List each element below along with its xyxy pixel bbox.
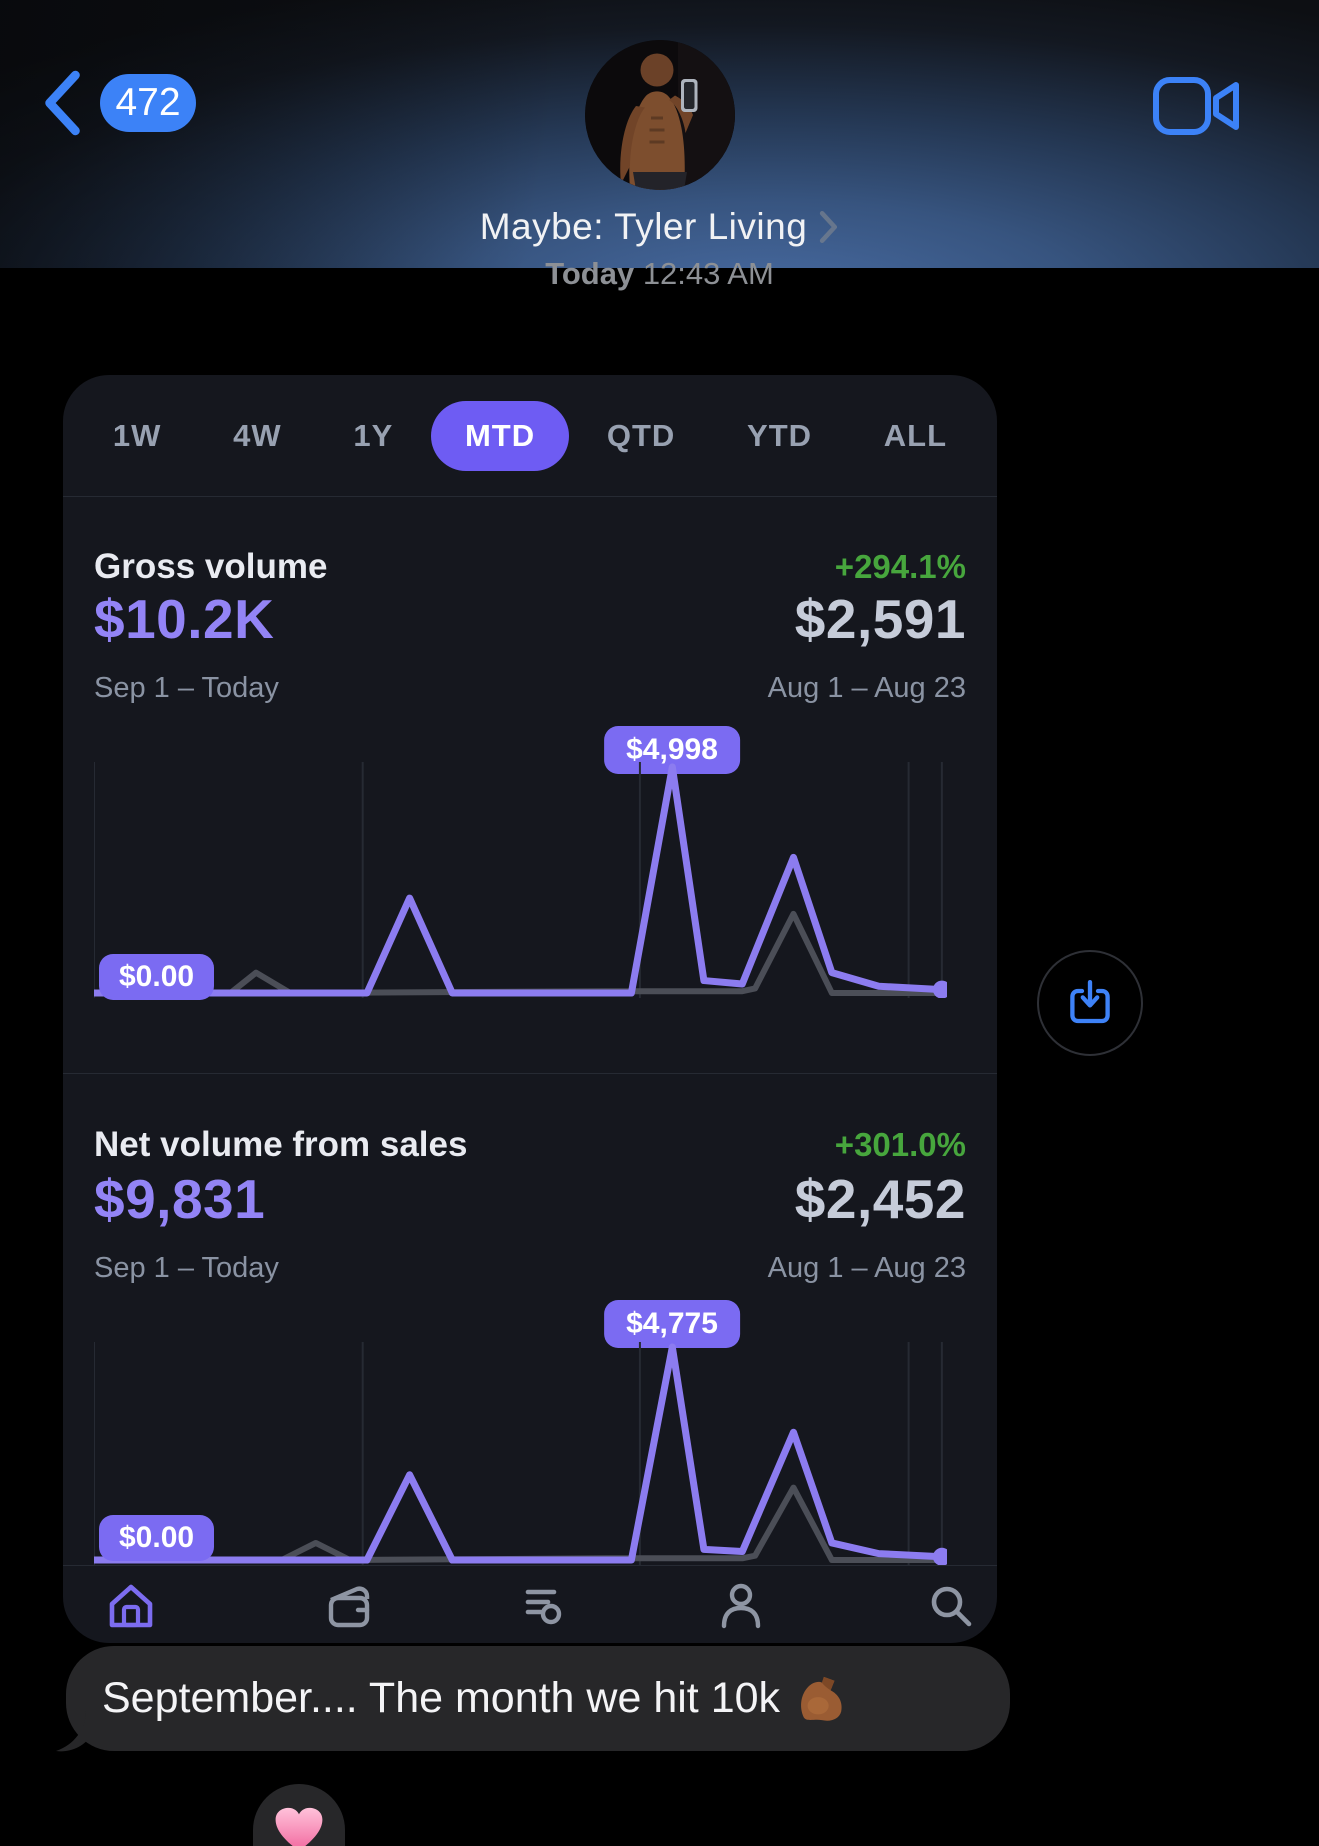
tab-all: ALL (883, 417, 948, 453)
gross-volume-values: $10.2K $2,591 (94, 587, 966, 651)
current-value: $9,831 (94, 1168, 266, 1230)
chevron-left-icon (45, 70, 80, 136)
net-volume-ranges: Sep 1 – Today Aug 1 – Aug 23 (94, 1252, 966, 1285)
bubble-tail (56, 1711, 92, 1752)
gross-volume-chart (94, 762, 947, 998)
net-volume-values: $9,831 $2,452 (94, 1167, 966, 1231)
zero-value-badge: $0.00 (99, 1515, 215, 1561)
chevron-right-icon (820, 211, 838, 243)
search-icon (931, 1586, 972, 1627)
gross-volume-ranges: Sep 1 – Today Aug 1 – Aug 23 (94, 672, 966, 705)
zero-value-badge: $0.00 (99, 954, 215, 1000)
contact-name: Maybe: Tyler Living (479, 206, 808, 247)
section-divider (63, 1073, 997, 1074)
previous-range: Aug 1 – Aug 23 (767, 1252, 966, 1284)
previous-value: $2,591 (794, 588, 966, 650)
message-bubble[interactable]: September.... The month we hit 10k (56, 1646, 1010, 1752)
video-camera-icon (1153, 77, 1239, 135)
save-attachment-button[interactable] (1037, 950, 1143, 1056)
tab-qtd: QTD (606, 417, 676, 453)
download-icon (1070, 980, 1110, 1024)
profile-icon (721, 1583, 761, 1629)
contact-info[interactable]: Maybe: Tyler Living (0, 0, 1319, 248)
shared-dashboard-image[interactable]: 1W 4W 1Y MTD QTD YTD ALL Gross volume +2… (63, 375, 997, 1643)
current-value: $10.2K (94, 588, 275, 650)
tab-ytd: YTD (747, 417, 813, 453)
current-range: Sep 1 – Today (94, 1252, 279, 1284)
conversation-header: 472 (0, 0, 1319, 268)
net-volume-chart (94, 1342, 947, 1565)
peak-value-badge: $4,775 (604, 1300, 740, 1348)
section-title: Net volume from sales (94, 1125, 468, 1164)
avatar (584, 40, 735, 190)
wallet-icon (328, 1586, 370, 1628)
tab-mtd: MTD (430, 400, 570, 471)
timestamp: Today 12:43 AM (545, 256, 774, 291)
current-range: Sep 1 – Today (94, 672, 279, 704)
gross-volume-header: Gross volume +294.1% (94, 547, 966, 587)
transactions-icon (525, 1589, 562, 1625)
percent-change: +301.0% (834, 1126, 966, 1163)
tab-1y: 1Y (353, 417, 394, 453)
percent-change: +294.1% (834, 548, 966, 585)
back-button[interactable]: 472 (40, 70, 196, 136)
app-bottom-nav (63, 1566, 997, 1643)
previous-range: Aug 1 – Aug 23 (767, 672, 966, 704)
period-tab-bar: 1W 4W 1Y MTD QTD YTD ALL (63, 375, 997, 497)
nav-divider (63, 1565, 997, 1566)
home-icon (109, 1584, 153, 1628)
tab-1w: 1W (112, 417, 162, 453)
message-text: September.... The month we hit 10k (102, 1674, 781, 1722)
unread-count-badge: 472 (100, 74, 196, 132)
heart-reaction-tapback[interactable] (253, 1784, 345, 1846)
flexed-biceps-emoji (801, 1676, 842, 1721)
section-title: Gross volume (94, 547, 328, 586)
pink-heart-icon (275, 1807, 323, 1846)
video-call-button[interactable] (1152, 74, 1242, 138)
net-volume-header: Net volume from sales +301.0% (94, 1125, 966, 1165)
previous-value: $2,452 (794, 1168, 966, 1230)
tab-4w: 4W (233, 417, 282, 453)
